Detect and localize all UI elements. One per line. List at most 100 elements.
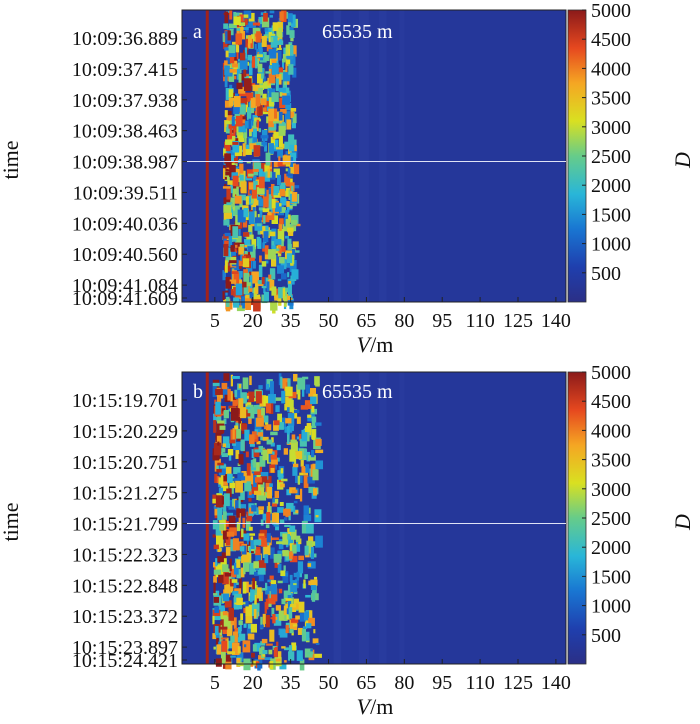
vertical-line (205, 372, 209, 664)
heatmap-cell (240, 181, 247, 194)
heatmap-cell (287, 584, 291, 594)
heatmap-cell (235, 500, 239, 511)
y-tick-label: 10:15:22.848 (72, 575, 178, 597)
heatmap-cell (283, 605, 287, 616)
heatmap-cell (288, 391, 297, 399)
heatmap-cell (290, 107, 297, 112)
colorbar-tick-label: 3000 (591, 117, 631, 139)
heatmap-cell (238, 496, 241, 509)
heatmap-cell (213, 420, 217, 433)
heatmap-cell (284, 111, 291, 124)
heatmap-cell (282, 155, 291, 165)
heatmap-cell (222, 186, 231, 189)
heatmap-cell (277, 21, 283, 33)
heatmap-cell (287, 283, 292, 296)
heatmap-cell (239, 163, 244, 174)
heatmap-cell (250, 589, 255, 601)
x-tick-label: 125 (503, 672, 533, 694)
heatmap-cell (265, 152, 271, 166)
heatmap-cell (247, 391, 255, 403)
heatmap-cell (278, 156, 281, 164)
heatmap-cell (310, 464, 313, 477)
heatmap-cell (286, 55, 294, 60)
heatmap-cell (307, 414, 312, 418)
heatmap-cell (314, 653, 322, 658)
heatmap-cell (243, 207, 249, 218)
heatmap-cell (249, 562, 257, 575)
heatmap-cell (273, 464, 277, 470)
heatmap-cell (235, 446, 240, 459)
heatmap-cell (213, 569, 222, 575)
heatmap-cell (263, 231, 269, 243)
heatmap-cell (273, 613, 282, 626)
heatmap-cell (273, 139, 279, 148)
heatmap-cell (256, 31, 261, 43)
heatmap-cell (283, 565, 286, 573)
heatmap-cell (293, 591, 298, 594)
heatmap-cell (222, 529, 229, 540)
y-tick-label: 10:09:39.511 (73, 182, 178, 204)
heatmap-cell (275, 658, 281, 662)
heatmap-cell (239, 52, 246, 61)
heatmap-cell (271, 512, 278, 523)
heatmap-cell (229, 51, 235, 64)
heatmap-cell (251, 56, 256, 68)
heatmap-cell (215, 522, 223, 536)
x-tick-label: 50 (319, 310, 339, 332)
heatmap-cell (274, 249, 280, 254)
heatmap-cell (231, 407, 239, 421)
heatmap-cell (233, 429, 241, 439)
heatmap-cell (277, 147, 284, 158)
heatmap-cell (286, 205, 290, 213)
heatmap-cell (235, 480, 243, 493)
heatmap-cell (273, 420, 279, 431)
heatmap-cell (252, 577, 255, 591)
heatmap-cell (261, 276, 265, 285)
heatmap-cell (218, 446, 224, 452)
y-ticks-a: 10:09:36.889 10:09:37.415 10:09:37.938 10:0… (72, 28, 187, 310)
heatmap-cell (273, 168, 280, 178)
heatmap-cell (286, 259, 293, 268)
heatmap-cell (277, 507, 284, 513)
heatmap-cell (238, 194, 246, 201)
heatmap-cell (224, 47, 230, 51)
heatmap-cell (266, 281, 270, 291)
heatmap-cell (221, 448, 226, 453)
heatmap-cell (234, 627, 239, 632)
heatmap-cell (270, 381, 274, 395)
heatmap-cell (282, 58, 286, 63)
heatmap-cell (229, 482, 236, 489)
heatmap-cell (245, 519, 251, 531)
x-axis-label-b: V/m (357, 694, 394, 719)
heatmap-cell (239, 179, 245, 182)
heatmap-cell (233, 95, 241, 108)
heatmap-cell (287, 407, 290, 413)
heatmap-cell (258, 445, 264, 452)
heatmap-cell (253, 561, 259, 569)
heatmap-cell (238, 633, 246, 641)
heatmap-cell (293, 409, 300, 414)
heatmap-cell (223, 373, 230, 382)
heatmap-cell (301, 383, 305, 397)
heatmap-cell (275, 524, 280, 531)
heatmap-cell (258, 495, 267, 501)
heatmap-cell (253, 608, 257, 619)
heatmap-cell (304, 425, 312, 433)
heatmap-cell (244, 132, 247, 145)
heatmap-cell (248, 63, 253, 76)
heatmap-cell (224, 176, 227, 180)
heatmap-cell (238, 454, 244, 465)
heatmap-cell (287, 238, 292, 249)
heatmap-cell (222, 443, 227, 448)
heatmap-cell (272, 248, 280, 252)
heatmap-cell (301, 520, 308, 534)
heatmap-cell (245, 282, 253, 292)
heatmap-cell (269, 483, 273, 487)
heatmap-cell (228, 89, 234, 98)
heatmap-cell (275, 147, 284, 150)
heatmap-cell (291, 192, 298, 202)
panel-a: a 65535 m 10:09:36.88910:09:37.41510:09:… (0, 0, 695, 357)
heatmap-cell (297, 627, 303, 635)
heatmap-cell (290, 45, 294, 56)
heatmap-cell (253, 404, 261, 415)
